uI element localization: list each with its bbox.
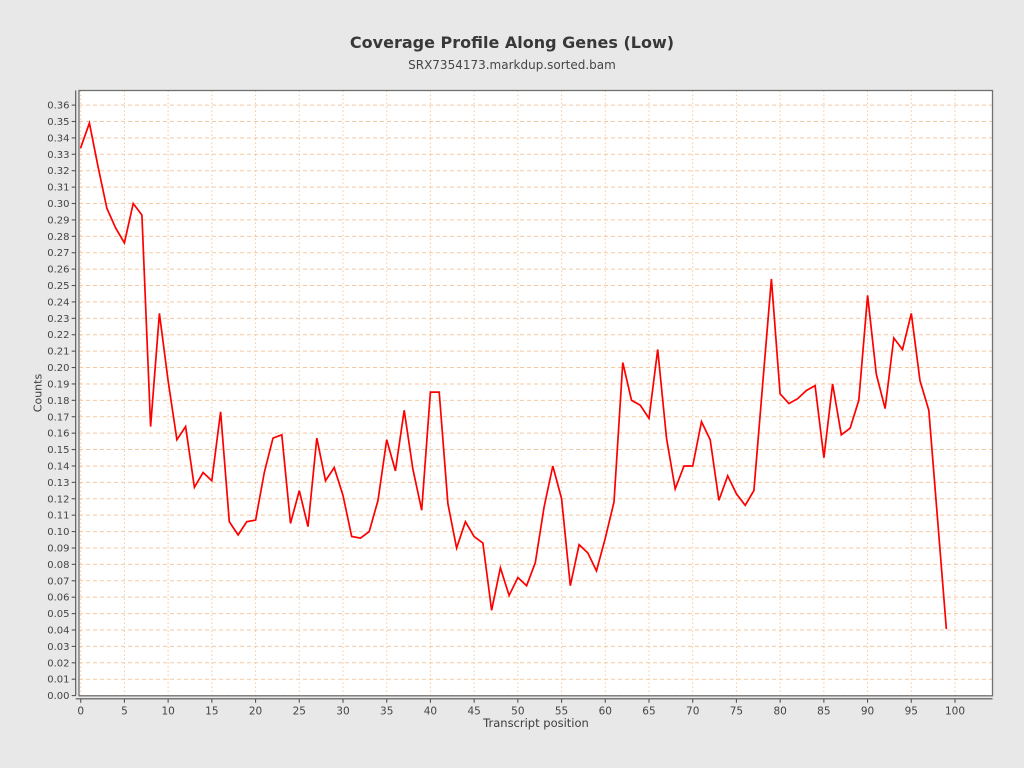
chart-title: Coverage Profile Along Genes (Low) <box>349 33 675 52</box>
y-tick-label: 0.01 <box>47 675 69 686</box>
y-tick-label: 0.27 <box>47 248 69 259</box>
y-tick-label: 0.26 <box>47 265 69 276</box>
y-tick-label: 0.02 <box>47 658 69 669</box>
x-tick-label: 70 <box>686 706 699 718</box>
y-tick-label: 0.04 <box>47 625 69 636</box>
x-tick-label: 30 <box>336 706 349 718</box>
y-tick-label: 0.29 <box>47 215 69 226</box>
y-tick-label: 0.22 <box>47 330 69 341</box>
y-tick-label: 0.09 <box>47 543 69 554</box>
y-tick-label: 0.14 <box>47 461 69 472</box>
x-tick-label: 80 <box>773 706 786 718</box>
y-tick-label: 0.25 <box>47 281 69 292</box>
y-tick-label: 0.13 <box>47 478 69 489</box>
y-tick-label: 0.31 <box>47 183 69 194</box>
x-tick-label: 75 <box>730 706 743 718</box>
y-tick-label: 0.33 <box>47 150 69 161</box>
y-tick-label: 0.18 <box>47 396 69 407</box>
x-tick-label: 15 <box>205 706 218 718</box>
y-tick-label: 0.23 <box>47 314 69 325</box>
y-tick-label: 0.11 <box>47 511 69 522</box>
x-tick-label: 45 <box>467 706 480 718</box>
x-tick-label: 35 <box>380 706 393 718</box>
x-tick-label: 5 <box>121 706 128 718</box>
y-tick-label: 0.17 <box>47 412 69 423</box>
x-tick-label: 40 <box>424 706 437 718</box>
y-tick-label: 0.34 <box>47 133 69 144</box>
y-tick-label: 0.19 <box>47 379 69 390</box>
x-tick-label: 90 <box>861 706 874 718</box>
y-tick-label: 0.07 <box>47 576 69 587</box>
y-tick-label: 0.30 <box>47 199 69 210</box>
y-tick-label: 0.35 <box>47 117 69 128</box>
plot-frame <box>78 89 994 697</box>
plot-area <box>79 90 993 696</box>
x-tick-label: 60 <box>599 706 612 718</box>
y-tick-label: 0.00 <box>47 691 69 702</box>
y-tick-label: 0.24 <box>47 297 69 308</box>
y-axis-label: Counts <box>31 373 45 413</box>
y-tick-label: 0.10 <box>47 527 69 538</box>
coverage-polyline <box>79 119 948 630</box>
y-tick-label: 0.36 <box>47 101 69 112</box>
x-tick-label: 100 <box>945 706 965 718</box>
x-tick-label: 20 <box>249 706 262 718</box>
y-tick-label: 0.16 <box>47 429 69 440</box>
y-tick-label: 0.08 <box>47 560 69 571</box>
x-tick-label: 65 <box>642 706 655 718</box>
x-tick-label: 55 <box>555 706 568 718</box>
chart-subtitle: SRX7354173.markdup.sorted.bam <box>408 58 616 72</box>
y-tick-label: 0.12 <box>47 494 69 505</box>
y-tick-label: 0.32 <box>47 166 69 177</box>
y-tick-label: 0.03 <box>47 642 69 653</box>
y-tick-label: 0.06 <box>47 593 69 604</box>
x-tick-label: 10 <box>161 706 174 718</box>
x-tick-label: 25 <box>293 706 306 718</box>
x-tick-label: 50 <box>511 706 524 718</box>
x-tick-label: 95 <box>905 706 918 718</box>
y-tick-label: 0.05 <box>47 609 69 620</box>
y-tick-label: 0.20 <box>47 363 69 374</box>
y-tick-label: 0.15 <box>47 445 69 456</box>
x-tick-label: 85 <box>817 706 830 718</box>
y-tick-label: 0.21 <box>47 347 69 358</box>
x-tick-label: 0 <box>77 706 84 718</box>
y-tick-label: 0.28 <box>47 232 69 243</box>
x-axis-label: Transcript position <box>483 716 589 730</box>
